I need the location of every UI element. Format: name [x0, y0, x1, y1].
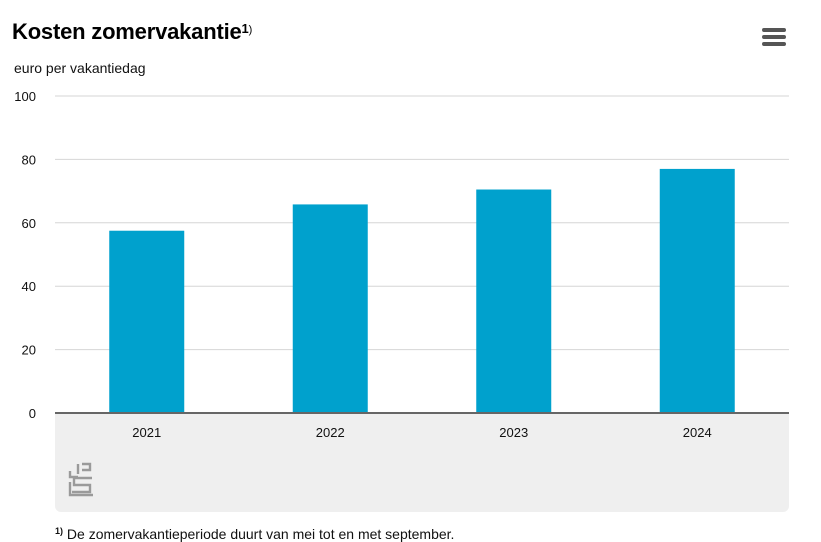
title-footnote-marker: 1) [241, 21, 253, 36]
footnote-marker: 1) [55, 526, 64, 536]
chart-title-text: Kosten zomervakantie [12, 19, 242, 44]
footnote-text: De zomervakantieperiode duurt van mei to… [66, 526, 455, 542]
chart-title: Kosten zomervakantie1) [12, 19, 252, 45]
footnote: 1) De zomervakantieperiode duurt van mei… [55, 526, 454, 542]
y-tick-label: 20 [22, 343, 36, 358]
y-tick-label: 60 [22, 216, 36, 231]
y-tick-label: 80 [22, 152, 36, 167]
bar-2021[interactable] [109, 230, 185, 413]
bar-2024[interactable] [659, 168, 735, 413]
x-tick-label: 2024 [683, 425, 712, 440]
y-tick-label: 100 [14, 89, 36, 104]
x-tick-label: 2023 [499, 425, 528, 440]
cbs-logo-icon [68, 462, 93, 497]
bar-2022[interactable] [292, 204, 368, 413]
y-axis-ticks: 0 20 40 60 80 100 [14, 89, 36, 421]
x-tick-label: 2022 [316, 425, 345, 440]
bars [109, 168, 735, 413]
bar-2023[interactable] [476, 189, 552, 413]
chart-subtitle: euro per vakantiedag [14, 60, 146, 76]
x-tick-label: 2021 [132, 425, 161, 440]
y-tick-label: 40 [22, 279, 36, 294]
hamburger-menu-icon[interactable] [762, 28, 786, 50]
x-axis-ticks: 2021 2022 2023 2024 [132, 425, 711, 440]
y-tick-label: 0 [29, 406, 36, 421]
x-axis-panel [55, 413, 789, 512]
